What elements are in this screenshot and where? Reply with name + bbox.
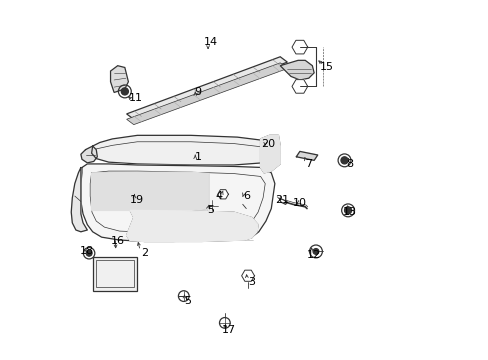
Polygon shape	[260, 135, 280, 173]
Text: 4: 4	[216, 191, 223, 201]
Text: 7: 7	[305, 159, 312, 169]
Text: 9: 9	[194, 87, 201, 98]
Circle shape	[86, 251, 91, 256]
Text: 14: 14	[203, 37, 217, 48]
Polygon shape	[296, 152, 317, 160]
Polygon shape	[81, 164, 274, 242]
Polygon shape	[126, 63, 287, 125]
Text: 18: 18	[80, 247, 94, 256]
Text: 16: 16	[110, 236, 124, 246]
Polygon shape	[126, 210, 258, 242]
Circle shape	[121, 88, 128, 95]
Text: 21: 21	[274, 195, 288, 204]
Text: 5: 5	[206, 205, 214, 215]
Polygon shape	[280, 60, 313, 80]
Polygon shape	[91, 172, 208, 210]
Circle shape	[312, 248, 318, 254]
Text: 2: 2	[141, 248, 148, 258]
Text: 15: 15	[319, 63, 333, 72]
Polygon shape	[110, 66, 128, 93]
Polygon shape	[71, 167, 87, 232]
Circle shape	[340, 157, 347, 164]
Text: 5: 5	[183, 296, 190, 306]
Text: 12: 12	[306, 250, 321, 260]
Text: 8: 8	[346, 159, 353, 169]
Text: 20: 20	[260, 139, 274, 149]
Polygon shape	[81, 146, 97, 163]
Text: 13: 13	[342, 207, 356, 217]
Polygon shape	[217, 190, 228, 199]
Text: 1: 1	[194, 152, 201, 162]
Text: 3: 3	[247, 277, 255, 287]
Polygon shape	[91, 135, 280, 165]
Polygon shape	[126, 57, 287, 119]
Text: 19: 19	[130, 195, 144, 204]
Circle shape	[345, 207, 350, 213]
Circle shape	[112, 273, 118, 279]
Polygon shape	[241, 270, 254, 281]
Circle shape	[240, 197, 244, 202]
Circle shape	[344, 207, 351, 214]
Text: 11: 11	[128, 93, 142, 103]
Text: 10: 10	[292, 198, 306, 208]
Circle shape	[122, 89, 127, 94]
Circle shape	[86, 250, 92, 256]
Polygon shape	[291, 80, 307, 93]
Text: 17: 17	[221, 325, 235, 335]
Text: 6: 6	[242, 191, 249, 201]
Circle shape	[341, 157, 346, 163]
Polygon shape	[291, 40, 307, 54]
Bar	[96, 260, 134, 287]
Bar	[93, 257, 137, 291]
